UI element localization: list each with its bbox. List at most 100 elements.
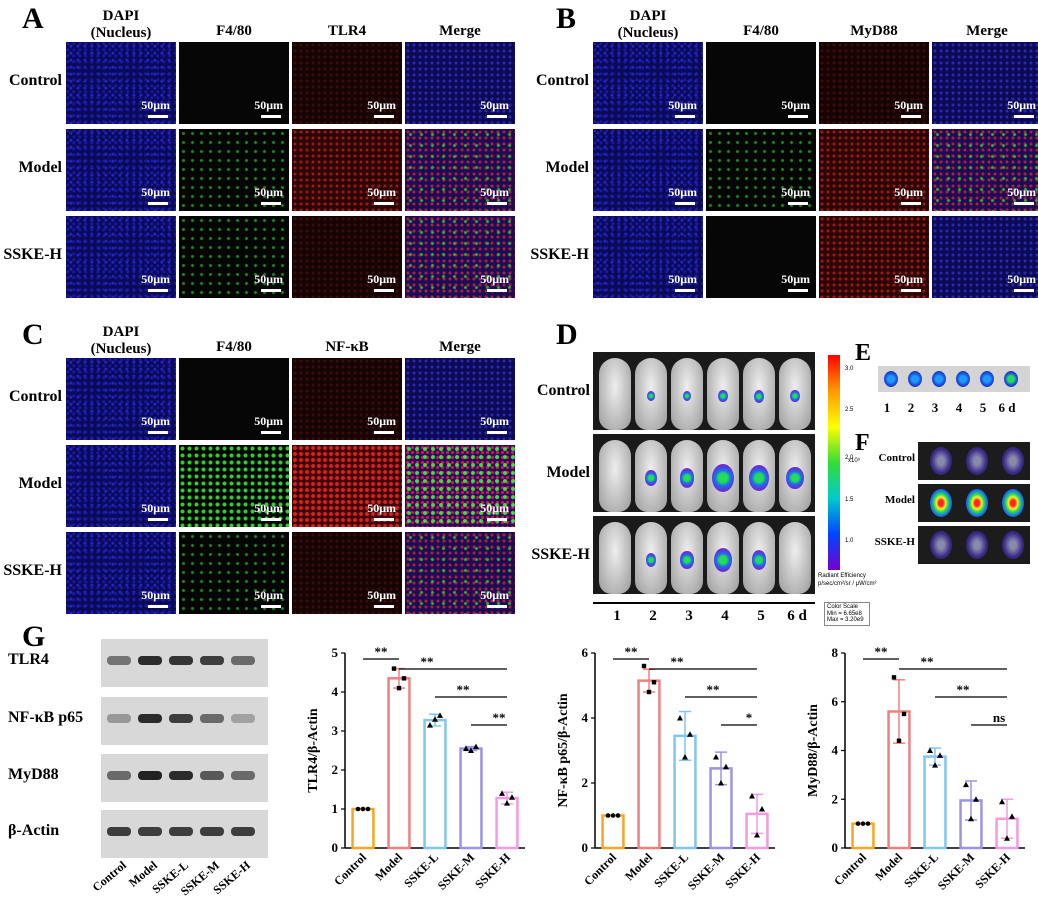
data-point — [499, 790, 505, 796]
significance-label: ** — [957, 682, 970, 697]
fluorescence-signal — [790, 390, 800, 402]
day-label: 6 d — [787, 608, 807, 624]
ivis-row-label: Model — [546, 464, 590, 481]
scale-bar-label: 50μm — [781, 185, 810, 199]
micrograph-tile: 50μm — [405, 445, 515, 527]
scale-bar — [901, 289, 921, 292]
bar — [851, 822, 875, 850]
data-point — [963, 781, 969, 788]
scale-bar — [788, 289, 808, 292]
color-scale-max: Max = 3.20e9 — [827, 617, 864, 623]
scale-bar — [487, 115, 507, 118]
x-tick-label: SSKE-M — [685, 850, 727, 892]
panel-letter-a: A — [22, 2, 44, 35]
scale-bar — [374, 431, 394, 434]
organ-day-label: 6 d — [998, 400, 1016, 415]
panel-letter-e: E — [855, 340, 872, 366]
blot-strip — [101, 639, 268, 687]
micrograph-tile: 50μm — [292, 42, 402, 124]
blot-band — [200, 656, 224, 665]
column-header: F4/80 — [743, 23, 779, 39]
y-axis-label: TLR4/β-Actin — [306, 708, 321, 793]
micrograph-tile: 50μm — [593, 129, 703, 211]
blot-band — [169, 714, 193, 723]
y-tick-label: 4 — [832, 743, 839, 758]
data-point — [901, 711, 907, 717]
data-point — [396, 685, 402, 691]
micrograph-tile: 50μm — [405, 358, 515, 440]
scale-bar-label: 50μm — [254, 272, 283, 286]
bar — [459, 747, 483, 850]
mouse — [635, 440, 667, 512]
y-tick-label: 6 — [582, 645, 589, 660]
organ — [956, 371, 970, 387]
micrograph-tile: 50μm — [179, 42, 289, 124]
fluorescence-signal — [749, 465, 769, 491]
y-axis-label: NF-κB p65/β-Actin — [556, 693, 571, 808]
panel-letter-g: G — [22, 620, 46, 653]
organ-row-image — [918, 442, 1030, 480]
data-point — [1004, 835, 1010, 841]
scale-bar-label: 50μm — [141, 588, 170, 602]
fluorescence-signal — [679, 468, 695, 488]
data-point — [937, 752, 943, 758]
organ — [1002, 489, 1024, 517]
fluorescence-signal — [751, 550, 767, 570]
organ-row-label: SSKE-H — [874, 536, 915, 548]
day-label: 5 — [757, 608, 765, 624]
organ — [966, 447, 988, 475]
scale-bar — [261, 431, 281, 434]
data-point — [713, 754, 719, 760]
bar — [351, 807, 375, 850]
micrograph-tile: 50μm — [706, 129, 816, 211]
fluorescence-signal — [680, 551, 694, 569]
micrograph-tile: 50μm — [179, 216, 289, 298]
row-label: SSKE-H — [3, 562, 62, 579]
row-label: Model — [18, 475, 62, 492]
scale-bar — [261, 605, 281, 608]
color-scale-min: Min = 6.65e8 — [827, 611, 862, 617]
y-tick-label: 4 — [582, 710, 589, 725]
colorbar-tick: 2.5 — [845, 407, 854, 413]
fluorescence-signal — [718, 390, 728, 402]
scale-bar-label: 50μm — [1007, 185, 1036, 199]
scale-bar — [148, 518, 168, 521]
data-point — [754, 832, 760, 838]
y-tick-label: 6 — [832, 694, 839, 709]
scale-bar — [261, 518, 281, 521]
day-label: 3 — [685, 608, 693, 624]
micrograph-tile: 50μm — [819, 129, 929, 211]
day-label: 1 — [613, 608, 621, 624]
micrograph-tile: 50μm — [66, 358, 176, 440]
blot-strip — [101, 754, 268, 802]
significance-label: ** — [671, 654, 684, 669]
ivis-row-label: Control — [536, 382, 590, 399]
bar — [637, 679, 661, 850]
mouse — [707, 358, 739, 430]
mouse — [779, 358, 811, 430]
micrograph-tile: 50μm — [706, 216, 816, 298]
x-tick-label: Model — [372, 850, 405, 883]
colorbar-units: p/sec/cm²/sr / μW/cm² — [818, 581, 877, 587]
scale-bar-label: 50μm — [367, 414, 396, 428]
scale-bar — [261, 115, 281, 118]
blot-band — [138, 714, 162, 723]
data-point — [391, 666, 397, 671]
scale-bar-label: 50μm — [668, 272, 697, 286]
row-label: Control — [8, 388, 62, 405]
y-tick-label: 0 — [832, 840, 839, 855]
micrograph-tile: 50μm — [819, 216, 929, 298]
scale-bar-label: 50μm — [1007, 98, 1036, 112]
data-point — [651, 680, 657, 685]
scale-bar-label: 50μm — [254, 501, 283, 515]
blot-band — [169, 771, 193, 780]
data-point — [759, 806, 765, 812]
data-point — [932, 762, 938, 768]
organ — [1002, 531, 1024, 559]
significance-label: ns — [993, 710, 1005, 725]
blot-band — [107, 714, 131, 723]
blot-band — [231, 656, 255, 665]
organ — [966, 531, 988, 559]
micrograph-tile: 50μm — [66, 445, 176, 527]
fluorescence-signal — [754, 389, 764, 403]
